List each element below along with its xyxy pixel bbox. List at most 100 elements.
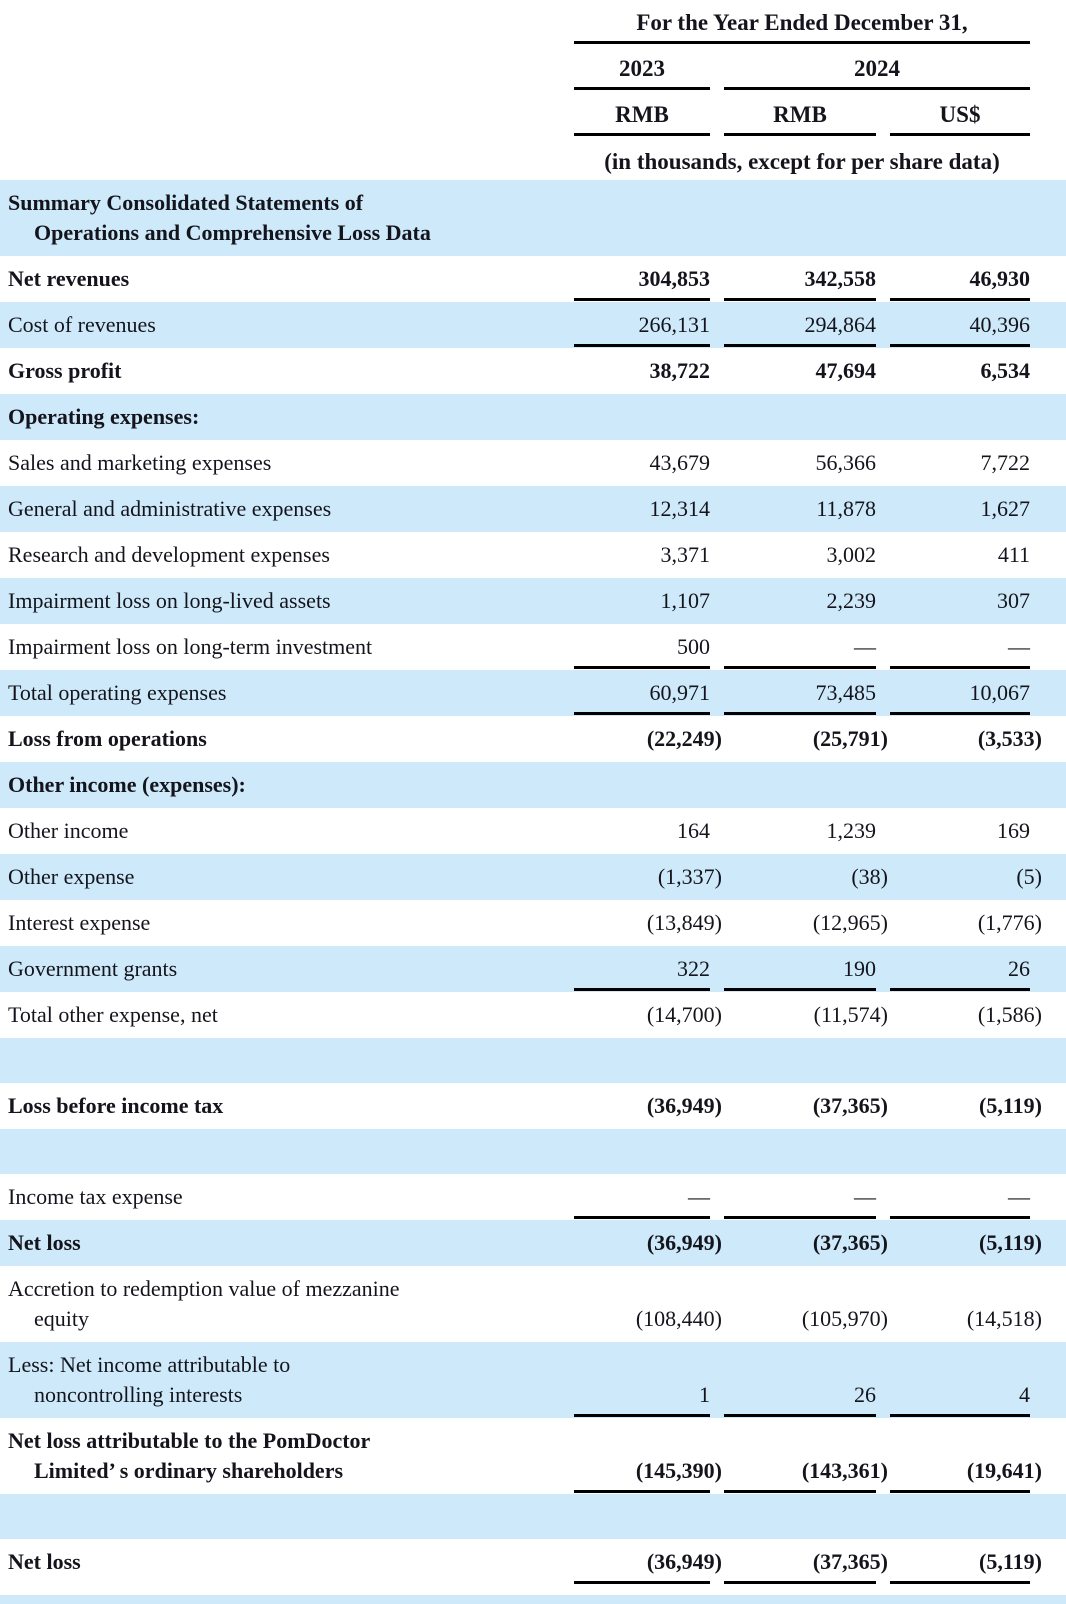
table-row: Loss before income tax (36,949) (37,365) (5… [0,1083,1066,1129]
value-cell: 46,930 [890,256,1030,302]
value-cell: (36,949) [646,1230,722,1255]
row-label: Less: Net income attributable to noncontr… [8,1352,291,1407]
value-cell: 304,853 [574,256,710,302]
table-row: Accretion to redemption value of mezzani… [0,1266,1066,1342]
row-label: Summary Consolidated Statements of Operat… [8,190,431,245]
value-cell [890,394,1030,440]
row-label: Other income (expenses): [8,772,246,797]
value-cell: (145,390) [574,1418,722,1494]
value-cell: — [574,1174,710,1220]
row-label: Other income [8,818,129,843]
value-cell: 2,239 [826,588,877,613]
table-row: Cost of revenues 266,131 294,864 40,396 [0,302,1066,348]
table-row: Summary Consolidated Statements of Operat… [0,180,1066,256]
table-row: Government grants 322 190 26 [0,946,1066,992]
value-cell: 56,366 [815,450,877,475]
value-cell: (36,949) [646,1093,722,1118]
row-label: Other expense [8,864,135,889]
value-cell: (1,776) [977,910,1042,935]
row-label: Net loss [8,1230,81,1255]
statements-table: Summary Consolidated Statements of Operat… [0,180,1066,1604]
table-row: Operating expenses: [0,394,1066,440]
value-cell: 342,558 [724,256,876,302]
value-cell: (37,365) [724,1539,888,1585]
value-cell: 7,722 [980,450,1031,475]
spacer-row [0,1494,1066,1539]
value-cell: (13,849) [646,910,722,935]
value-cell: (5,119) [979,1093,1042,1118]
value-cell: 1,239 [826,818,877,843]
value-cell [724,394,876,440]
value-cell: 411 [997,542,1030,567]
value-cell: (12,965) [812,910,888,935]
row-label: Accretion to redemption value of mezzani… [8,1276,400,1331]
value-cell: (37,365) [812,1230,888,1255]
value-cell: 43,679 [649,450,711,475]
value-cell: (105,970) [801,1306,888,1331]
value-cell [890,180,1030,256]
value-cell: 307 [997,588,1030,613]
value-cell: 60,971 [574,670,710,716]
table-row: Net loss attributable to the PomDoctor Li… [0,1418,1066,1494]
value-cell: 1,107 [660,588,711,613]
value-cell: 26 [724,1342,876,1418]
table-row: Net loss (36,949) (37,365) (5,119) [0,1539,1066,1585]
value-cell: 11,878 [816,496,876,521]
value-cell: (22,249) [646,726,722,751]
value-cell: 12,314 [649,496,711,521]
row-label: Net loss attributable to the PomDoctor Li… [8,1428,371,1483]
value-cell: 500 [574,624,710,670]
value-cell: 294,864 [724,302,876,348]
value-cell: — [890,1174,1030,1220]
value-cell: (11,574) [813,1002,888,1027]
value-cell: (5,119) [890,1539,1042,1585]
table-row: Other expense (1,337) (38) (5) [0,854,1066,900]
table-row: Interest expense (13,849) (12,965) (1,776) [0,900,1066,946]
value-cell: (5) [1016,864,1042,889]
value-cell: 40,396 [890,302,1030,348]
value-cell [574,394,710,440]
units-header-row: RMB RMB US$ [0,90,1066,136]
value-cell: 266,131 [574,302,710,348]
value-cell: 26 [890,946,1030,992]
row-label: Total operating expenses [8,680,227,705]
value-cell [724,762,876,808]
value-cell: — [724,1174,876,1220]
value-cell: 3,002 [826,542,877,567]
table-row: Net loss (36,949) (37,365) (5,119) [0,1220,1066,1266]
table-row: Total operating expenses 60,971 73,485 10,0… [0,670,1066,716]
row-label: Cost of revenues [8,312,156,337]
year-2023-header: 2023 [574,56,710,90]
row-label: Impairment loss on long-lived assets [8,588,331,613]
table-row: Total other expense, net (14,700) (11,574)… [0,992,1066,1038]
row-label: Loss from operations [8,726,207,751]
value-cell: 322 [574,946,710,992]
row-label: Total other expense, net [8,1002,218,1027]
table-row: Income tax expense — — — [0,1174,1066,1220]
units-note: (in thousands, except for per share data… [604,148,1000,174]
row-label: Impairment loss on long-term investment [8,634,373,659]
value-cell: — [724,624,876,670]
value-cell: 73,485 [724,670,876,716]
table-row: General and administrative expenses 12,31… [0,486,1066,532]
value-cell: (19,641) [890,1418,1042,1494]
value-cell: (143,361) [724,1418,888,1494]
value-cell: (14,700) [646,1002,722,1027]
row-label: Loss before income tax [8,1093,224,1118]
value-cell: 3,371 [660,542,711,567]
units-note-row: (in thousands, except for per share data… [0,136,1066,180]
table-row: Other income 164 1,239 169 [0,808,1066,854]
value-cell: 4 [890,1342,1030,1418]
row-label: Operating expenses: [8,404,200,429]
spacer-row [0,1038,1066,1083]
value-cell: (36,949) [574,1539,722,1585]
table-row: Impairment loss on long-lived assets 1,10… [0,578,1066,624]
row-label: Income tax expense [8,1184,183,1209]
value-cell [724,180,876,256]
value-cell: — [890,624,1030,670]
spacer-row [0,1129,1066,1174]
value-cell: (14,518) [966,1306,1042,1331]
value-cell: 1,627 [980,496,1031,521]
row-label: Net revenues [8,266,130,291]
